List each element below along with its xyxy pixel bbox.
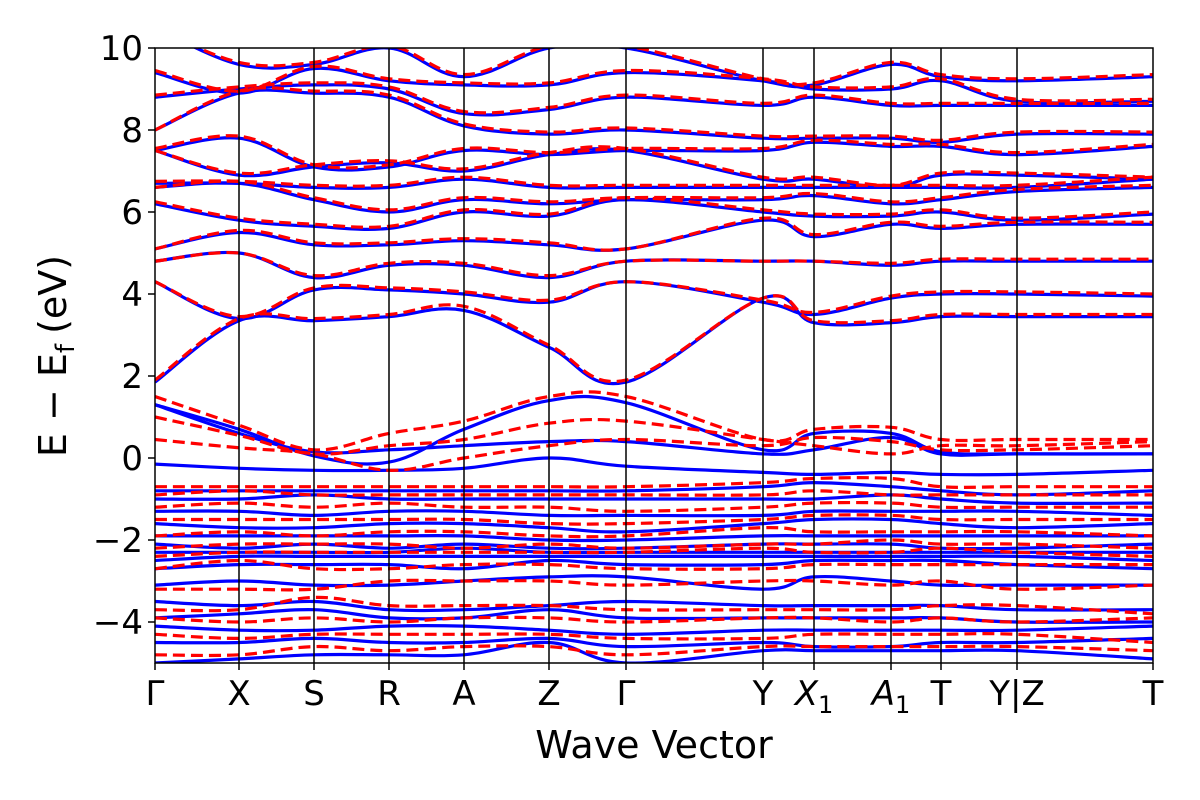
band-solid-7: [155, 554, 1153, 563]
x-axis: Γ X S R A Z Γ Y X1 A1 T Y|Z T: [146, 663, 1164, 719]
y-axis-label-sub: f: [51, 343, 81, 353]
x-tick-label: X1: [793, 674, 834, 719]
band-dashed-23: [155, 145, 1153, 187]
x-tick-label: S: [303, 674, 325, 714]
band-dashed-17: [155, 280, 1153, 319]
y-tick-label: 10: [100, 29, 143, 69]
x-tick-label: Γ: [146, 674, 165, 714]
x-tick-label: Γ: [617, 674, 636, 714]
y-axis-label-unit: (eV): [31, 255, 75, 334]
y-tick-label: 6: [121, 193, 143, 233]
band-dashed-12: [155, 476, 1153, 489]
y-tick-label: 8: [121, 111, 143, 151]
band-dashed-16: [155, 294, 1153, 384]
y-tick-label: −4: [93, 603, 143, 643]
y-tick-label: 2: [121, 357, 143, 397]
series-dashed: [155, 48, 1153, 658]
band-dashed-13: [155, 435, 1153, 472]
band-dashed-22: [155, 175, 1153, 188]
band-solid-12: [155, 509, 1153, 518]
x-tick-label: X: [227, 674, 250, 714]
band-solid-15: [155, 456, 1153, 477]
x-tick-label: T: [1142, 674, 1164, 714]
x-tick-label: Y|Z: [988, 674, 1045, 714]
y-axis-label-main: E − E: [31, 353, 75, 457]
kpoint-lines: [238, 48, 1018, 663]
x-tick-label: A: [452, 674, 475, 714]
band-dashed-3: [155, 595, 1153, 616]
x-tick-label: Z: [537, 674, 560, 714]
y-axis: −4 −2 0 2 4 6 8 10: [93, 29, 155, 643]
y-tick-label: 4: [121, 275, 143, 315]
band-solid-30: [192, 48, 1153, 89]
y-axis-label: E − Ef (eV): [31, 255, 81, 457]
x-tick-label: A1: [870, 674, 911, 719]
x-tick-label: T: [930, 674, 952, 714]
plot-frame: [154, 47, 1154, 664]
x-tick-label: R: [377, 674, 401, 714]
y-tick-label: 0: [121, 439, 143, 479]
bands-layer: [155, 48, 1153, 663]
x-axis-label: Wave Vector: [535, 723, 773, 767]
band-dashed-28: [194, 48, 1153, 87]
y-tick-label: −2: [93, 521, 143, 561]
band-dashed-18: [155, 250, 1153, 278]
band-solid-18: [155, 294, 1153, 386]
x-tick-label: Y: [752, 674, 774, 714]
